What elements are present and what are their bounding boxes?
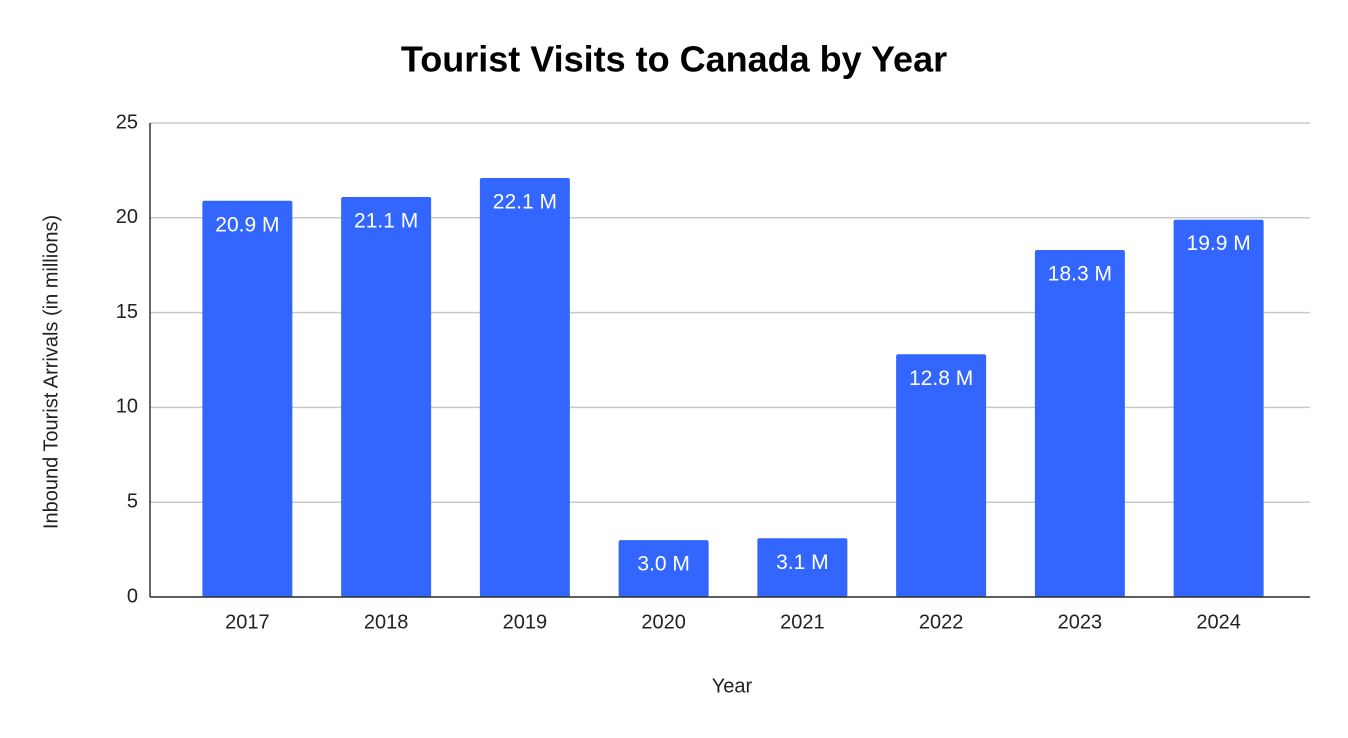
bar: [479, 177, 570, 597]
y-tick-label: 15: [116, 301, 138, 323]
bar: [202, 200, 293, 597]
y-tick-label: 20: [116, 206, 138, 228]
x-tick-label: 2018: [364, 611, 409, 633]
bar: [341, 196, 432, 597]
value-label: 22.1 M: [493, 191, 557, 214]
value-label: 19.9 M: [1187, 232, 1251, 255]
value-label: 3.1 M: [776, 551, 829, 574]
y-tick-label: 5: [127, 490, 138, 512]
value-label: 3.0 M: [637, 553, 690, 576]
value-label: 21.1 M: [354, 209, 418, 232]
y-tick-label: 0: [127, 585, 138, 607]
bar: [1173, 219, 1264, 598]
value-label: 12.8 M: [909, 367, 973, 390]
bar: [757, 538, 848, 597]
x-tick-label: 2020: [641, 611, 686, 633]
bar: [896, 354, 987, 597]
x-tick-label: 2022: [919, 611, 964, 633]
x-tick-label: 2021: [780, 611, 825, 633]
bar: [618, 540, 709, 597]
chart-title: Tourist Visits to Canada by Year: [401, 39, 947, 80]
y-tick-label: 10: [116, 396, 138, 418]
value-label: 18.3 M: [1048, 263, 1112, 286]
value-label: 20.9 M: [215, 213, 279, 236]
y-tick-label: 25: [116, 111, 138, 133]
x-axis-title: Year: [712, 675, 753, 697]
x-tick-label: 2019: [503, 611, 548, 633]
x-tick-label: 2023: [1058, 611, 1103, 633]
bar: [1034, 250, 1125, 598]
y-axis-title: Inbound Tourist Arrivals (in millions): [40, 215, 62, 529]
x-tick-label: 2017: [225, 611, 270, 633]
x-tick-label: 2024: [1196, 611, 1241, 633]
